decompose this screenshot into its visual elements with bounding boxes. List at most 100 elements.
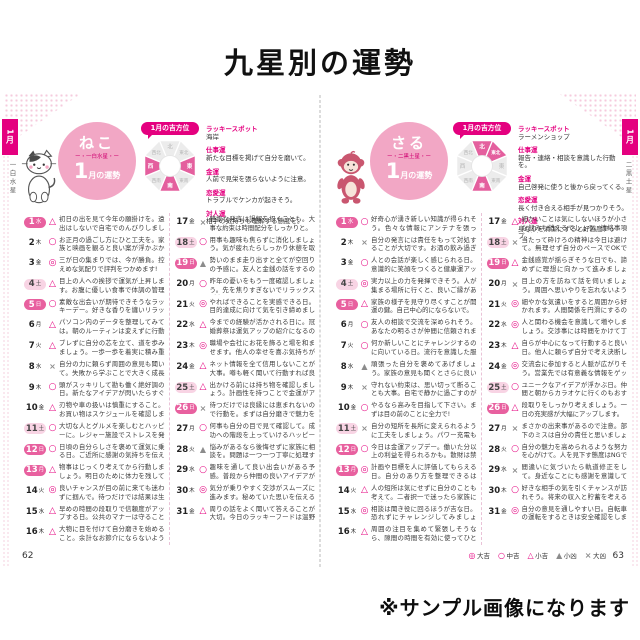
fortune-symbol: △ — [511, 216, 519, 227]
day-weekday: 金 — [189, 508, 195, 515]
lucky-info-body: 海岸 — [206, 132, 219, 141]
day-row: 13月△物事はじっくり考えてから行動しましょう。明日のために体力を残しておいて。 — [24, 461, 165, 482]
day-weekday: 火 — [501, 301, 507, 308]
day-number: 18 — [488, 237, 501, 248]
day-number: 25 — [488, 382, 501, 393]
day-badge: 22 水 — [175, 320, 197, 331]
day-weekday: 月 — [189, 425, 195, 432]
day-fortune-text: 悩みがあるなら後悔せずに家族に相談を。問題は一つ一つ丁寧に処理すること。 — [209, 442, 316, 461]
day-badge: 11 土 — [24, 423, 46, 435]
day-number: 7 — [340, 341, 347, 352]
direction-label: 東 — [499, 162, 505, 170]
fortune-symbol: ○ — [511, 485, 519, 496]
day-badge: 23 木 — [175, 341, 197, 352]
day-number: 17 — [176, 217, 189, 227]
day-fortune-text: 目上の人への挨拶で運気が上昇します。お腹に優しい食事で体調の管理を。 — [59, 277, 165, 295]
page-title: 九星別の運勢 — [223, 46, 416, 80]
day-row: 27月○何事も自分の目で見て確認して。成功への階段を上っていけるハッピーデー。 — [175, 420, 315, 441]
fortune-symbol: ◎ — [511, 319, 519, 330]
day-row: 1水△初日の出を見て今年の願掛けを。遠出はしないで自宅でのんびりしましょう。 — [24, 213, 165, 234]
day-fortune-text: 今日は金運アップデー。働いた分以上の利益を得られるかも。散財は禁物です。 — [371, 442, 477, 461]
day-row: 12日○日頃の自分らしさを褒めて運気に乗る日。ご近所に感謝の気持ちを伝えましょう… — [24, 441, 165, 462]
day-number: 6 — [28, 320, 35, 331]
day-badge: 19 日 — [486, 257, 509, 269]
day-badge: 25 土 — [486, 382, 509, 393]
day-number: 28 — [176, 444, 189, 455]
day-weekday: 火 — [189, 301, 195, 308]
fortune-symbol: △ — [199, 506, 207, 517]
day-number: 20 — [176, 279, 189, 290]
month-tab: 1月 — [2, 119, 18, 155]
day-number: 1 — [340, 217, 347, 227]
day-weekday: 火 — [501, 446, 507, 453]
day-row: 5日○素敵な出会いが期待できそうなラッキーデー。好きな香りを纏いリラックスして。 — [24, 296, 165, 317]
fortune-symbol: △ — [361, 299, 368, 310]
day-badge: 14 火 — [24, 485, 46, 496]
day-row: 25土○ユニークなアイデアが浮かぶ日。仲間と朝からカラオケに行くのもおすすめ。 — [486, 379, 627, 400]
day-badge: 27 月 — [175, 423, 197, 434]
day-row: 17金△細かいことは気にしないほうが小さな悩みも消えるでしょう。連絡事項に注意を… — [487, 213, 627, 234]
day-row: 19日△金銭感覚が揺らぎそうな日でも、諦めずに理想に向かって進みましょう。 — [486, 254, 627, 275]
day-number: 14 — [25, 485, 38, 496]
day-number: 21 — [488, 299, 501, 310]
day-weekday: 日 — [501, 260, 507, 267]
fortune-symbol: ○ — [511, 382, 519, 392]
star-tab-label: 二黒土星 — [624, 161, 632, 195]
day-number: 12 — [337, 444, 350, 455]
day-weekday: 木 — [38, 529, 45, 536]
fortune-symbol: ○ — [360, 216, 369, 227]
day-number: 24 — [488, 361, 501, 372]
day-number: 19 — [488, 258, 501, 269]
day-row: 31金◎自分の意見を通しやすい日。自転車の運転をするときは安全確認をしましょう。 — [487, 503, 627, 524]
day-badge: 19 日 — [174, 257, 197, 269]
fortune-symbol: △ — [49, 506, 56, 517]
day-row: 28火○自分の魅力を高められるような努力を心がけて。人を見下す態度はNGです。 — [487, 441, 627, 462]
day-fortune-text: やればできることを実感できる日。目的達成に向けて気を引き締めましょう。 — [209, 297, 316, 316]
fortune-symbol: × — [511, 424, 519, 434]
day-badge: 28 火 — [487, 444, 509, 455]
day-badge: 25 土 — [174, 382, 197, 393]
day-weekday: 日 — [189, 405, 195, 412]
animal-name-circle: さる ー・二黒土星・ー 1月の運勢 — [370, 122, 448, 200]
fortune-symbol: × — [361, 424, 368, 434]
legend-symbol: △ — [527, 550, 534, 560]
direction-label: 東南 — [491, 177, 501, 184]
day-fortune-text: 相談は聞き役に回るほうが吉な日。恐れずにチャレンジしてみましょう。 — [371, 504, 477, 523]
legend-item: ○ 中吉 — [498, 550, 519, 561]
day-number: 21 — [176, 299, 189, 310]
legend-symbol: × — [584, 550, 592, 560]
day-badge: 12 日 — [24, 444, 46, 456]
day-fortune-text: 大切な人とグルメを楽しむとハッピーに。レジャー施設でストレスを発散して。 — [59, 421, 165, 440]
day-number: 16 — [25, 527, 38, 538]
day-number: 14 — [337, 485, 350, 496]
direction-label: 東 — [187, 162, 193, 170]
fortune-symbol: △ — [199, 382, 207, 392]
day-row: 23木△自らが中心になって行動すると良い日。他人に頼らず自分で考え決断しましょう… — [487, 337, 627, 358]
fortune-symbol: ◎ — [360, 278, 369, 289]
legend-item: × 大凶 — [584, 550, 606, 561]
day-number: 5 — [28, 299, 35, 310]
day-fortune-text: 実力以上の力を発揮できそう。人が集まる場所に行くと、良いご縁があります。 — [371, 277, 477, 295]
lucky-info-head: 対人運 — [206, 209, 226, 218]
lucky-info-block: ラッキースポット ラーメンショップ 仕事運 報告・連絡・相談を意識した行動を。 金運 自己… — [518, 120, 628, 241]
day-row: 24金△ネット情報を全て信用しないことが大事。噂も軽く聞いて行動すれば良い結果に… — [175, 358, 315, 379]
day-fortune-text: 昨年の憂いをもう一度確認しましょう。先を焦りすぎないでリラックスが吉。 — [209, 277, 316, 295]
day-weekday: 火 — [38, 487, 45, 494]
day-fortune-text: 初日の出を見て今年の願掛けを。遠出はしないで自宅でのんびりしましょう。 — [59, 215, 165, 233]
day-number: 29 — [488, 465, 501, 476]
day-number: 27 — [488, 423, 501, 434]
lucky-info-head: 仕事運 — [206, 146, 226, 155]
day-badge: 24 金 — [175, 361, 197, 372]
day-badge: 20 月 — [175, 279, 197, 290]
day-badge: 29 水 — [175, 465, 197, 476]
fortune-legend: ◎ 大吉 ○ 中吉 △ 小吉 ▲ 小凶 × 大凶 — [469, 550, 606, 561]
day-row: 19日▲勢いのまま走り出すと全てが空回りの予感に。友人と金銭の話をするのは避けて… — [174, 254, 315, 275]
fortune-symbol: × — [199, 403, 207, 413]
fortune-symbol: ◎ — [511, 361, 519, 372]
day-row: 24金◎交流会に参加すると人脈が広がりそう。営業先では有意義な情報をゲット! — [487, 358, 627, 379]
day-badge: 24 金 — [487, 361, 509, 372]
day-badge: 21 火 — [487, 299, 509, 310]
legend-item: △ 小吉 — [527, 550, 548, 561]
